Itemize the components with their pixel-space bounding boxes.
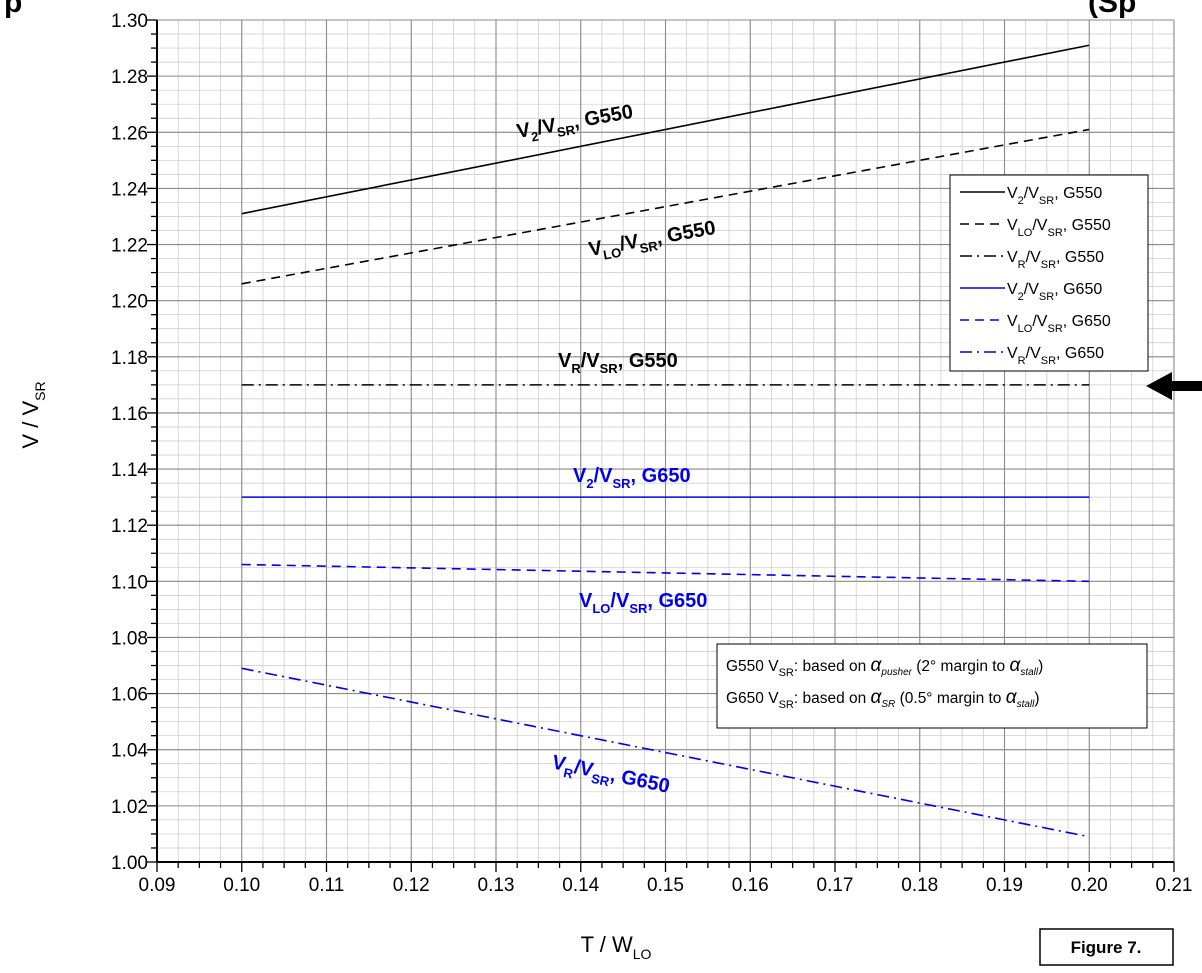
series-line-vlo_g550 <box>241 128 1090 285</box>
arrow-annotation <box>1146 372 1202 400</box>
legend-label-vr_g650: VR/VSR, G650 <box>1007 345 1104 367</box>
legend-label-v2_g550: V2/VSR, G550 <box>1007 185 1102 207</box>
series-line-v2_g550 <box>241 44 1090 215</box>
x-tick-label: 0.11 <box>309 875 345 896</box>
notes-box: G550 VSR: based on αpusher (2° margin to… <box>716 643 1148 729</box>
x-tick-labels: 0.09 0.10 0.11 0.12 0.13 0.14 0.15 0.16 0.17 0.18… <box>139 875 1193 896</box>
y-tick-label: 1.16 <box>111 404 148 425</box>
x-tick-label: 0.21 <box>1156 875 1193 896</box>
figure-label: Figure 7. <box>1071 938 1142 957</box>
series-line-vr_g650 <box>241 667 1090 838</box>
legend-label-vlo_g650: VLO/VSR, G650 <box>1007 313 1111 335</box>
y-tick-labels: 1.00 1.02 1.04 1.06 1.08 1.10 1.12 1.14 1.16 1.18… <box>111 11 148 874</box>
x-tick-label: 0.14 <box>562 875 599 896</box>
curve-label-v2_g650: V2/VSR, G650 <box>573 465 691 491</box>
y-tick-label: 1.26 <box>111 123 148 144</box>
y-tick-label: 1.30 <box>111 11 148 32</box>
y-axis-title: V / VSR <box>18 381 48 448</box>
legend-box <box>949 174 1149 372</box>
x-axis-title-sub: LO <box>633 946 652 962</box>
y-tick-label: 1.02 <box>111 797 148 818</box>
x-axis-title: T / WLO <box>581 932 652 962</box>
y-tick-label: 1.18 <box>111 348 148 369</box>
curve-labels: V2/VSR, G550 VLO/VSR, G550 VR/VSR, G550 V2/… <box>515 101 718 801</box>
x-tick-label: 0.16 <box>732 875 769 896</box>
figure-label-box <box>1039 928 1174 966</box>
y-axis-title-sub: SR <box>32 381 48 400</box>
x-tick-label: 0.12 <box>393 875 430 896</box>
note-line: G650 VSR: based on αSR (0.5° margin to α… <box>726 687 1040 711</box>
y-tick-label: 1.14 <box>111 460 148 481</box>
x-tick-label: 0.09 <box>139 875 176 896</box>
x-tick-label: 0.13 <box>478 875 515 896</box>
x-tick-label: 0.18 <box>901 875 938 896</box>
series-lines <box>241 44 1090 838</box>
title-fragment-right: (Sp <box>1088 0 1136 19</box>
axes <box>147 19 1175 872</box>
legend-label-vr_g550: VR/VSR, G550 <box>1007 249 1104 271</box>
title-fragment-left: p <box>4 0 22 19</box>
y-tick-label: 1.10 <box>111 572 148 593</box>
legend-label-vlo_g550: VLO/VSR, G550 <box>1007 217 1111 239</box>
y-tick-label: 1.04 <box>111 741 148 762</box>
y-tick-label: 1.06 <box>111 685 148 706</box>
legend: V2/VSR, G550 VLO/VSR, G550 VR/VSR, G550 V2/… <box>949 174 1149 372</box>
legend-label-v2_g650: V2/VSR, G650 <box>1007 281 1102 303</box>
y-tick-label: 1.24 <box>111 179 148 200</box>
y-tick-label: 1.08 <box>111 628 148 649</box>
y-tick-label: 1.28 <box>111 67 148 88</box>
series-line-vlo_g650 <box>241 563 1090 583</box>
curve-label-v2_g550: V2/VSR, G550 <box>515 101 635 147</box>
y-tick-label: 1.12 <box>111 516 148 537</box>
y-tick-label: 1.00 <box>111 853 148 874</box>
x-tick-label: 0.20 <box>1071 875 1108 896</box>
curve-label-vlo_g650: VLO/VSR, G650 <box>579 590 707 616</box>
x-tick-label: 0.15 <box>647 875 684 896</box>
y-tick-label: 1.20 <box>111 292 148 313</box>
x-tick-label: 0.17 <box>817 875 854 896</box>
x-tick-label: 0.10 <box>223 875 260 896</box>
notes-frame <box>716 643 1148 729</box>
x-tick-label: 0.19 <box>986 875 1023 896</box>
y-tick-label: 1.22 <box>111 236 148 257</box>
curve-label-vr_g650: VR/VSR, G650 <box>549 751 672 801</box>
note-line: G550 VSR: based on αpusher (2° margin to… <box>726 655 1043 679</box>
curve-label-vlo_g550: VLO/VSR, G550 <box>587 217 718 265</box>
curve-label-vr_g550: VR/VSR, G550 <box>558 350 678 376</box>
